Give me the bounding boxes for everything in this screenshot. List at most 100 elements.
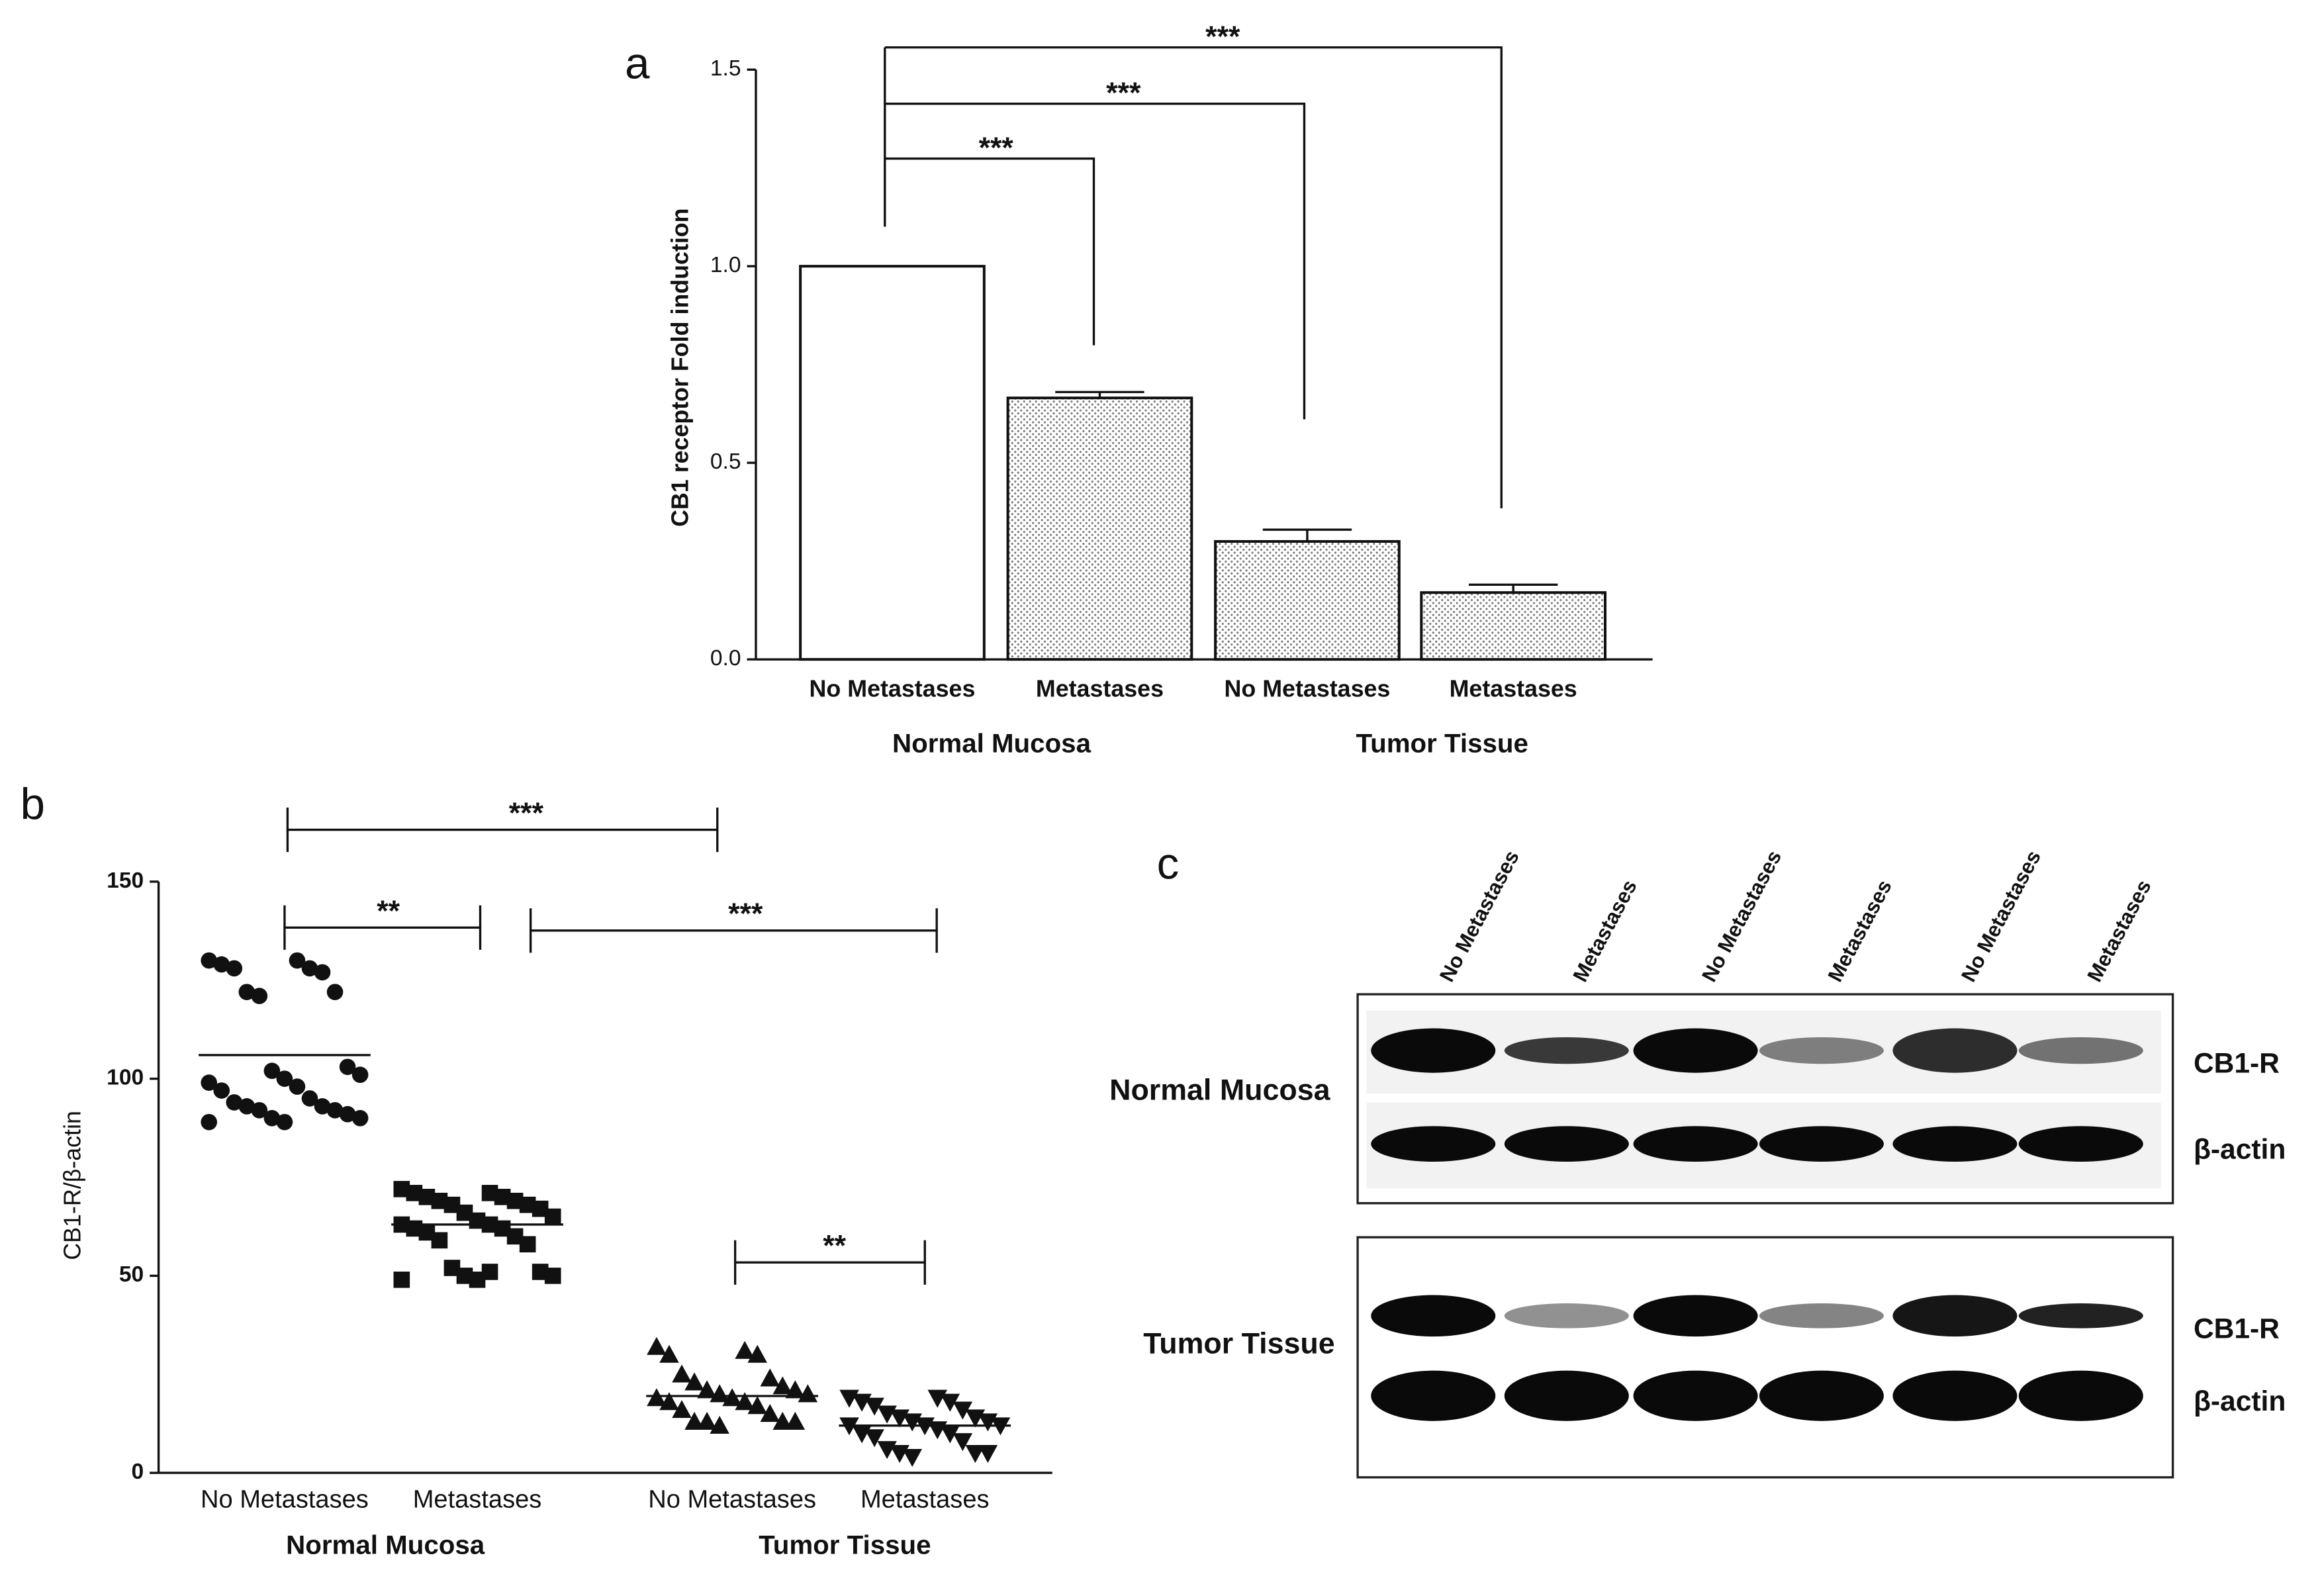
panel-label: c [1157, 839, 1180, 888]
point [940, 1393, 960, 1412]
point [238, 1098, 256, 1115]
point [351, 1066, 369, 1084]
group-label: Tumor Tissue [1356, 729, 1528, 759]
blot-band [1371, 1028, 1496, 1073]
point [647, 1336, 667, 1355]
point [326, 1101, 344, 1119]
panel-label: b [21, 780, 45, 829]
annotation: ** [823, 1229, 846, 1262]
blot-band [1504, 1037, 1629, 1064]
y-tick-label: 1.0 [710, 253, 741, 277]
blot-band [1371, 1295, 1496, 1337]
point [697, 1411, 717, 1430]
y-tick-label: 0.0 [710, 646, 741, 671]
group-label: Normal Mucosa [892, 729, 1092, 759]
point [393, 1272, 410, 1288]
point [735, 1392, 755, 1411]
bar [1420, 591, 1607, 661]
point [710, 1415, 729, 1434]
panel-label: a [625, 38, 650, 88]
point [251, 1101, 268, 1119]
bar [1214, 539, 1401, 661]
point [659, 1344, 679, 1363]
blot-band [1759, 1037, 1884, 1064]
band-label: CB1-R [2194, 1048, 2280, 1080]
blot-band [1892, 1295, 2018, 1337]
point [722, 1388, 742, 1407]
bracket [286, 808, 719, 831]
point [772, 1411, 793, 1430]
annotation: *** [979, 131, 1014, 164]
blot-band [1759, 1370, 1884, 1421]
bracket [884, 46, 1503, 508]
lane-label: No Metastases [1957, 847, 2045, 986]
point [276, 1113, 293, 1131]
point [672, 1364, 692, 1383]
bracket [529, 929, 938, 953]
point [213, 1082, 230, 1099]
point [301, 1090, 318, 1107]
bar [1006, 396, 1193, 661]
point [747, 1396, 767, 1415]
point [301, 960, 318, 977]
point [251, 988, 268, 1004]
point [710, 1384, 729, 1403]
point [339, 1105, 356, 1123]
point [772, 1376, 793, 1395]
point [481, 1264, 498, 1280]
point [965, 1445, 986, 1464]
point [798, 1384, 818, 1403]
blot-band [1504, 1126, 1629, 1162]
point [351, 1109, 369, 1127]
blot-band [1892, 1126, 2018, 1162]
band-label: CB1-R [2194, 1313, 2280, 1344]
blot-band [2018, 1303, 2143, 1328]
blot-band [1504, 1370, 1629, 1421]
band-label: β-actin [2194, 1134, 2286, 1166]
point [314, 964, 331, 981]
lane-label: Metastases [1824, 876, 1896, 986]
blot-band [2018, 1370, 2143, 1421]
annotation: *** [1205, 20, 1240, 53]
point [902, 1448, 922, 1468]
blot-band [1892, 1370, 2018, 1421]
point [263, 1109, 281, 1127]
blot-band [2018, 1037, 2143, 1064]
y-tick-label: 50 [119, 1262, 144, 1287]
y-axis-label: CB1-R/β-actin [59, 1111, 85, 1260]
x-tick-label: Metastases [1450, 676, 1577, 702]
point [544, 1208, 561, 1225]
bar [799, 265, 986, 661]
bracket [884, 157, 1095, 346]
point [940, 1425, 960, 1444]
x-tick-label: No Metastases [201, 1486, 369, 1514]
point [697, 1380, 717, 1399]
point [314, 1098, 331, 1115]
point [276, 1070, 293, 1087]
point [864, 1397, 884, 1416]
lane-label: No Metastases [1435, 847, 1524, 986]
group-label: Normal Mucosa [286, 1530, 485, 1560]
x-tick-label: No Metastases [810, 676, 976, 702]
annotation: *** [1106, 76, 1141, 109]
blot-band [1892, 1028, 2018, 1073]
point [760, 1404, 780, 1422]
point [978, 1445, 998, 1464]
y-tick-label: 100 [107, 1066, 144, 1090]
y-tick-label: 150 [107, 868, 144, 893]
row-label: Normal Mucosa [1109, 1074, 1330, 1107]
point [431, 1232, 448, 1249]
point [659, 1392, 679, 1411]
x-tick-label: No Metastases [648, 1486, 816, 1514]
x-tick-label: No Metastases [1225, 676, 1391, 702]
blot-band [1504, 1303, 1629, 1328]
annotation: *** [509, 796, 544, 829]
row-label: Tumor Tissue [1143, 1327, 1334, 1360]
group-label: Tumor Tissue [759, 1530, 931, 1560]
y-axis-label: CB1 receptor Fold induction [667, 208, 693, 526]
point [760, 1368, 780, 1387]
band-label: β-actin [2194, 1385, 2286, 1417]
point [519, 1236, 536, 1253]
blot-band [1633, 1295, 1758, 1337]
